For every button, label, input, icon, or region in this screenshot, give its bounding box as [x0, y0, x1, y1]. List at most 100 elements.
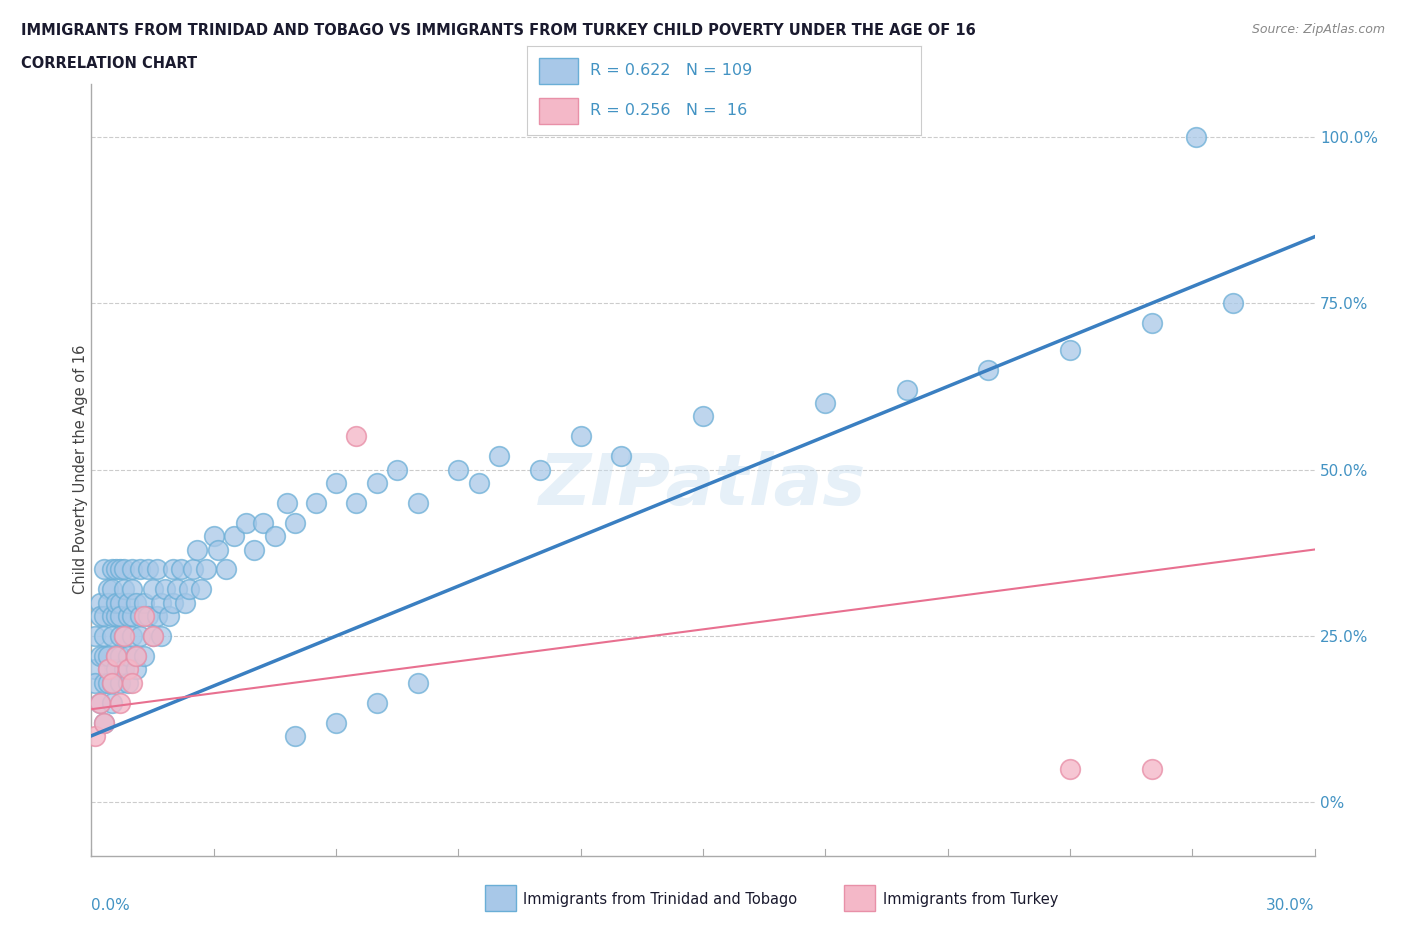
Point: [112, 629, 135, 644]
Point: [166, 582, 188, 597]
Point: [174, 595, 197, 610]
Point: [112, 582, 135, 597]
Bar: [538, 98, 578, 125]
Point: [243, 542, 266, 557]
Point: [112, 662, 135, 677]
Text: Source: ZipAtlas.com: Source: ZipAtlas.com: [1251, 23, 1385, 36]
Point: [235, 515, 257, 530]
Point: [325, 475, 347, 490]
Point: [108, 675, 131, 690]
Point: [186, 542, 208, 557]
Point: [121, 562, 143, 577]
Point: [121, 629, 143, 644]
Point: [93, 675, 115, 690]
Point: [194, 562, 217, 577]
Point: [325, 715, 347, 730]
Point: [97, 662, 120, 677]
Point: [117, 675, 139, 690]
Point: [346, 429, 368, 444]
Point: [138, 562, 160, 577]
Point: [896, 382, 918, 397]
Point: [84, 629, 107, 644]
Point: [108, 608, 131, 623]
Point: [125, 648, 148, 663]
Point: [149, 629, 172, 644]
Point: [149, 595, 172, 610]
Point: [104, 648, 127, 663]
Text: ZIPatlas: ZIPatlas: [540, 451, 866, 520]
Point: [153, 582, 176, 597]
Point: [104, 662, 127, 677]
Point: [104, 595, 127, 610]
Point: [252, 515, 274, 530]
Point: [134, 648, 156, 663]
Point: [264, 529, 287, 544]
Point: [104, 562, 127, 577]
Point: [129, 562, 152, 577]
Point: [93, 608, 115, 623]
Point: [129, 608, 152, 623]
Point: [157, 608, 180, 623]
Point: [97, 675, 120, 690]
Point: [121, 582, 143, 597]
Point: [170, 562, 193, 577]
Point: [93, 562, 115, 577]
Point: [101, 675, 124, 690]
Point: [104, 648, 127, 663]
Point: [134, 608, 156, 623]
Text: IMMIGRANTS FROM TRINIDAD AND TOBAGO VS IMMIGRANTS FROM TURKEY CHILD POVERTY UNDE: IMMIGRANTS FROM TRINIDAD AND TOBAGO VS I…: [21, 23, 976, 38]
Point: [346, 496, 368, 511]
Point: [89, 648, 111, 663]
Point: [569, 429, 592, 444]
Point: [101, 582, 124, 597]
Point: [141, 629, 163, 644]
Point: [84, 728, 107, 743]
Point: [1185, 129, 1208, 144]
Point: [138, 608, 160, 623]
Point: [284, 728, 307, 743]
Point: [207, 542, 229, 557]
Point: [276, 496, 298, 511]
Point: [84, 675, 107, 690]
Point: [125, 662, 148, 677]
Point: [1222, 296, 1244, 311]
Text: R = 0.256   N =  16: R = 0.256 N = 16: [591, 103, 748, 118]
Text: 0.0%: 0.0%: [91, 898, 131, 913]
Point: [108, 648, 131, 663]
Text: CORRELATION CHART: CORRELATION CHART: [21, 56, 197, 71]
Point: [97, 648, 120, 663]
Point: [121, 675, 143, 690]
Point: [108, 595, 131, 610]
Point: [117, 662, 139, 677]
Point: [202, 529, 225, 544]
Point: [447, 462, 470, 477]
Point: [692, 409, 714, 424]
Point: [101, 675, 124, 690]
Point: [125, 648, 148, 663]
Point: [183, 562, 205, 577]
Point: [1059, 762, 1081, 777]
Point: [121, 608, 143, 623]
Point: [101, 608, 124, 623]
Bar: [538, 58, 578, 85]
Text: Immigrants from Trinidad and Tobago: Immigrants from Trinidad and Tobago: [523, 892, 797, 907]
Point: [93, 629, 115, 644]
Text: 30.0%: 30.0%: [1267, 898, 1315, 913]
Point: [93, 715, 115, 730]
Point: [162, 562, 184, 577]
Point: [141, 629, 163, 644]
Point: [108, 695, 131, 710]
Y-axis label: Child Poverty Under the Age of 16: Child Poverty Under the Age of 16: [73, 345, 87, 594]
Point: [610, 449, 633, 464]
Point: [134, 595, 156, 610]
Point: [406, 496, 429, 511]
Point: [89, 695, 111, 710]
Point: [215, 562, 238, 577]
Point: [141, 582, 163, 597]
Text: R = 0.622   N = 109: R = 0.622 N = 109: [591, 63, 752, 78]
Point: [97, 662, 120, 677]
Point: [101, 629, 124, 644]
Point: [162, 595, 184, 610]
Point: [108, 562, 131, 577]
Point: [112, 562, 135, 577]
